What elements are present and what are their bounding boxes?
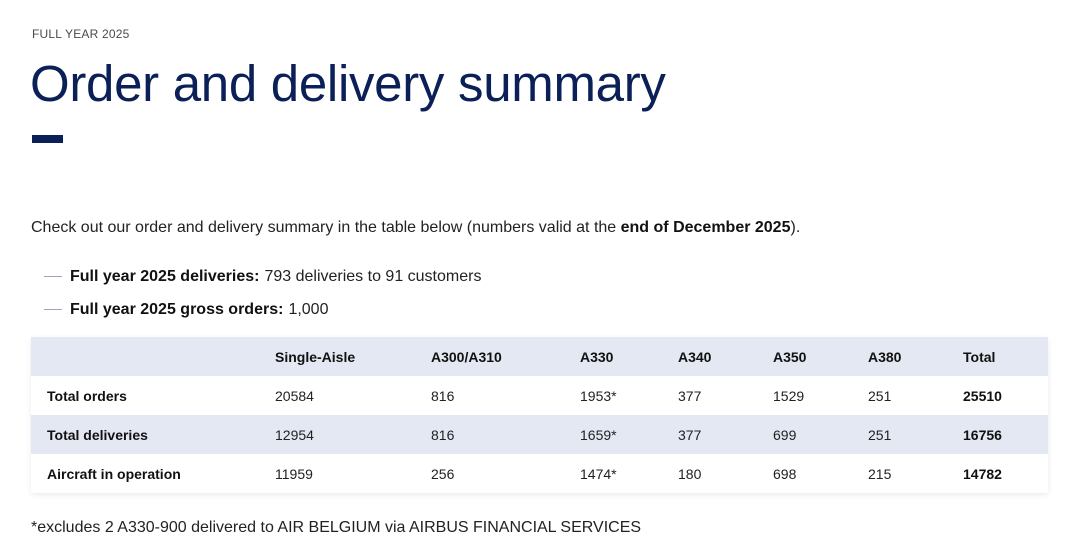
table-cell: 377 (678, 387, 702, 404)
bullet-label: Full year 2025 gross orders: (70, 300, 284, 318)
table-cell: 180 (678, 465, 702, 482)
table-cell: 20584 (275, 387, 314, 404)
dash-bullet-icon (44, 276, 62, 277)
list-item-orders: Full year 2025 gross orders: 1,000 (44, 293, 481, 326)
table-cell: 12954 (275, 426, 314, 443)
title-accent-bar (32, 135, 63, 143)
eyebrow-label: FULL YEAR 2025 (32, 27, 130, 41)
summary-list: Full year 2025 deliveries: 793 deliverie… (44, 260, 481, 326)
bullet-value: 793 deliveries to 91 customers (264, 267, 482, 285)
table-cell: 698 (773, 465, 797, 482)
table-cell: 816 (431, 426, 455, 443)
intro-text-end: ). (790, 219, 801, 236)
column-header: A350 (773, 348, 807, 365)
page-title: Order and delivery summary (30, 55, 666, 112)
table-cell: 377 (678, 426, 702, 443)
dash-bullet-icon (44, 309, 62, 310)
row-label: Total orders (47, 387, 127, 404)
column-header: Single-Aisle (275, 348, 356, 365)
table-cell: 1474* (580, 465, 617, 482)
intro-date: end of December 2025 (620, 219, 791, 236)
intro-paragraph: Check out our order and delivery summary… (31, 219, 800, 237)
column-header: A380 (868, 348, 902, 365)
table-cell: 251 (868, 387, 892, 404)
column-header (31, 337, 275, 376)
row-label: Total deliveries (47, 426, 148, 443)
intro-text: Check out our order and delivery summary… (31, 219, 621, 236)
bullet-label: Full year 2025 deliveries: (70, 267, 260, 285)
column-header: Total (963, 348, 996, 365)
table-cell: 1659* (580, 426, 617, 443)
table-cell-total: 16756 (963, 426, 1002, 443)
table-cell-total: 25510 (963, 387, 1002, 404)
table-cell: 215 (868, 465, 892, 482)
column-header: A340 (678, 348, 712, 365)
bullet-value: 1,000 (288, 300, 329, 318)
footnote: *excludes 2 A330-900 delivered to AIR BE… (31, 519, 642, 536)
table-cell: 251 (868, 426, 892, 443)
table-cell: 256 (431, 465, 455, 482)
column-header: A300/A310 (431, 348, 502, 365)
row-label: Aircraft in operation (47, 465, 181, 482)
list-item-deliveries: Full year 2025 deliveries: 793 deliverie… (44, 260, 481, 293)
summary-table-container: Single-Aisle A300/A310 A330 A340 A350 A3… (31, 337, 1048, 493)
table-row: Total deliveries 12954 816 1659* 377 699… (31, 415, 1048, 454)
table-header-row: Single-Aisle A300/A310 A330 A340 A350 A3… (31, 337, 1048, 376)
table-cell-total: 14782 (963, 465, 1002, 482)
table-cell: 11959 (275, 465, 313, 482)
table-cell: 699 (773, 426, 797, 443)
column-header: A330 (580, 348, 614, 365)
table-row: Total orders 20584 816 1953* 377 1529 25… (31, 376, 1048, 415)
summary-table: Single-Aisle A300/A310 A330 A340 A350 A3… (31, 337, 1048, 493)
table-cell: 1953* (580, 387, 617, 404)
table-cell: 816 (431, 387, 455, 404)
table-cell: 1529 (773, 387, 805, 404)
table-row: Aircraft in operation 11959 256 1474* 18… (31, 454, 1048, 493)
